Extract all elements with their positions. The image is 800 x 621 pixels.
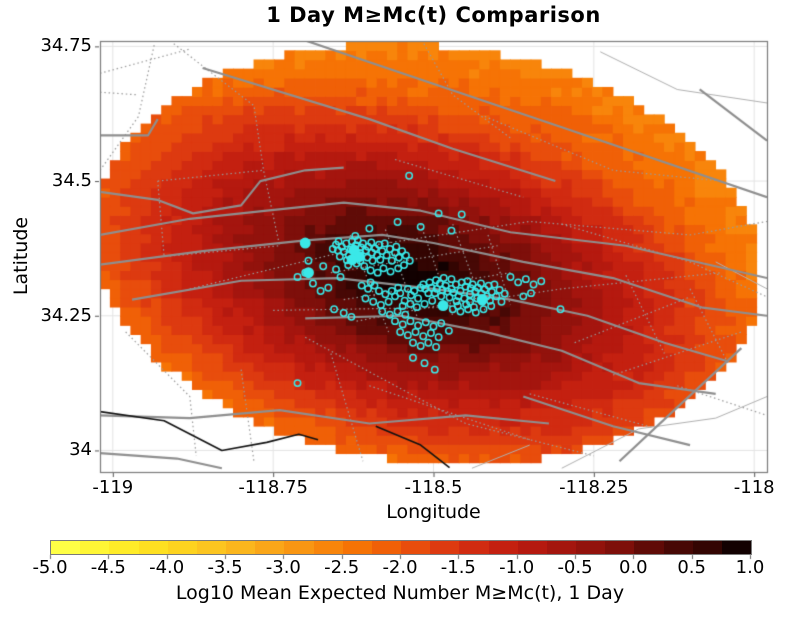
- colorbar-tick-label: 0.0: [619, 557, 648, 578]
- colorbar-tick-label: 1.0: [735, 557, 765, 578]
- x-tick-label: -118: [733, 477, 775, 498]
- x-axis-label: Longitude: [386, 501, 481, 523]
- colorbar-segment: [488, 541, 518, 554]
- colorbar-tick-label: -2.0: [382, 557, 418, 578]
- colorbar: [50, 540, 752, 555]
- y-tick-label: 34.75: [40, 35, 92, 57]
- colorbar-segment: [663, 541, 693, 554]
- colorbar-segment: [167, 541, 197, 554]
- colorbar-segment: [196, 541, 227, 554]
- y-tick-label: 34.5: [51, 170, 92, 192]
- colorbar-tick-label: -0.5: [557, 557, 593, 578]
- colorbar-label: Log10 Mean Expected Number M≥Mc(t), 1 Da…: [175, 582, 625, 604]
- y-tick-label: 34.25: [40, 304, 92, 326]
- colorbar-segment: [692, 541, 722, 554]
- colorbar-segment: [255, 541, 285, 554]
- colorbar-tick-label: -5.0: [32, 557, 68, 578]
- x-tick-label: -119: [92, 477, 134, 498]
- colorbar-tick-label: -4.5: [90, 557, 126, 578]
- colorbar-segment: [342, 541, 372, 554]
- colorbar-segment: [226, 541, 256, 554]
- colorbar-segment: [546, 541, 577, 554]
- colorbar-segment: [109, 541, 139, 554]
- colorbar-segment: [284, 541, 314, 554]
- y-axis-label: Latitude: [10, 216, 32, 296]
- colorbar-segment: [138, 541, 168, 554]
- colorbar-tick-label: -1.0: [499, 557, 535, 578]
- colorbar-tick-label: 0.5: [677, 557, 706, 578]
- colorbar-tick-label: -2.5: [324, 557, 360, 578]
- x-tick-label: -118.75: [238, 477, 308, 498]
- colorbar-segment: [51, 541, 81, 554]
- colorbar-segment: [401, 541, 431, 554]
- x-tick-label: -118.25: [559, 477, 629, 498]
- colorbar-segment: [371, 541, 402, 554]
- colorbar-segment: [430, 541, 460, 554]
- colorbar-segment: [605, 541, 635, 554]
- colorbar-segment: [459, 541, 489, 554]
- y-tick-label: 34: [69, 439, 92, 461]
- colorbar-segment: [80, 541, 110, 554]
- x-tick-label: -118.5: [404, 477, 463, 498]
- chart-title: 1 Day M≥Mc(t) Comparison: [266, 3, 601, 27]
- colorbar-tick-label: -1.5: [440, 557, 476, 578]
- colorbar-tick-label: -3.0: [265, 557, 301, 578]
- colorbar-tick-label: -3.5: [207, 557, 243, 578]
- colorbar-segment: [576, 541, 606, 554]
- colorbar-segment: [313, 541, 343, 554]
- colorbar-tick-label: -4.0: [149, 557, 185, 578]
- colorbar-segment: [517, 541, 547, 554]
- colorbar-segment: [721, 541, 752, 554]
- colorbar-segment: [634, 541, 664, 554]
